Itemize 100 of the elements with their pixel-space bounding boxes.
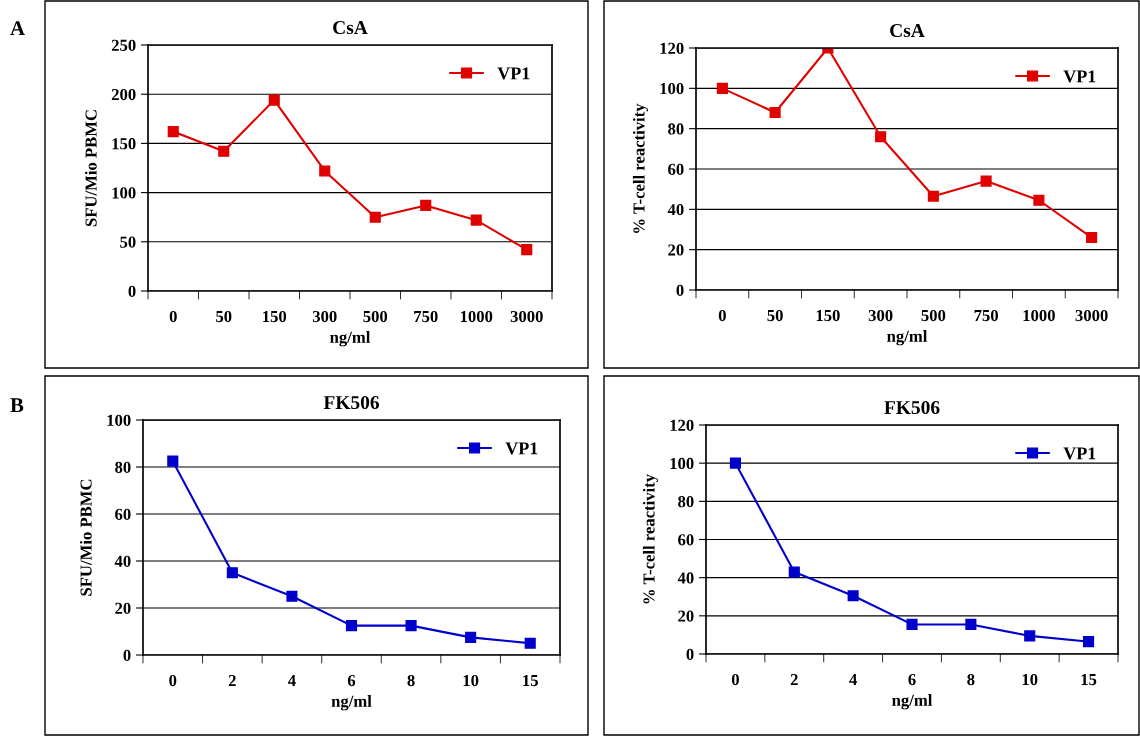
point	[965, 618, 977, 630]
point	[1033, 194, 1045, 206]
text: A	[10, 21, 25, 35]
x-tick-label: 150	[263, 310, 287, 323]
x-tick-label: 4	[287, 675, 296, 687]
point	[1083, 636, 1095, 648]
point	[1086, 232, 1098, 244]
x-tick-label: 8	[407, 674, 415, 687]
y-tick-label: 0	[686, 648, 694, 660]
x-tick-label: 8	[967, 673, 975, 686]
x-tick-label: 0	[169, 310, 177, 323]
x-tick-label: 750	[974, 309, 998, 322]
y-tick-label: 20	[115, 602, 131, 614]
x-tick-label: 3000	[510, 310, 543, 323]
x-tick-label: 50	[767, 309, 783, 322]
point	[524, 637, 536, 649]
point	[268, 94, 280, 106]
x-tick-label: 0	[169, 674, 177, 687]
x-tick-label: 300	[312, 310, 337, 323]
y-tick-label: 100	[107, 414, 131, 426]
x-axis-title: ng/ml	[331, 695, 372, 711]
x-tick-label: 0	[718, 309, 726, 322]
x-tick-label: 15	[1081, 674, 1097, 686]
legend-label: VP1	[1063, 70, 1096, 83]
y-tick-label: 120	[660, 42, 684, 54]
point	[521, 244, 533, 256]
y-tick-label: 0	[128, 285, 136, 297]
point	[167, 126, 179, 138]
legend-label: VP1	[505, 442, 538, 455]
y-tick-label: 120	[670, 419, 694, 431]
y-tick-label: 40	[667, 204, 684, 216]
x-axis-title: ng/ml	[330, 331, 371, 347]
point	[980, 175, 992, 187]
x-tick-label: 3000	[1075, 309, 1108, 322]
x-tick-label: 6	[347, 674, 356, 687]
chart-title: CsA	[333, 21, 368, 35]
point	[470, 214, 482, 226]
point	[218, 145, 230, 157]
y-tick-label: 100	[660, 83, 684, 95]
x-tick-label: 2	[790, 673, 798, 686]
point	[465, 631, 477, 643]
x-tick-label: 150	[816, 309, 840, 322]
y-tick-label: 100	[112, 187, 136, 199]
point	[345, 620, 358, 632]
legend-label: VP1	[1063, 447, 1096, 460]
point	[927, 190, 939, 202]
chart-title: FK506	[323, 395, 380, 410]
y-tick-label: 40	[677, 572, 694, 584]
y-tick-label: 80	[115, 461, 131, 473]
x-tick-label: 6	[908, 673, 916, 686]
x-tick-label: 1000	[1023, 309, 1055, 322]
point	[906, 618, 918, 630]
chart-title: CsA	[890, 24, 925, 38]
x-tick-label: 1000	[460, 310, 493, 323]
point	[1024, 630, 1036, 642]
point	[226, 567, 238, 579]
point	[769, 106, 781, 119]
point	[788, 566, 800, 578]
point	[420, 199, 432, 211]
y-tick-label: 200	[111, 88, 136, 101]
y-tick-label: 50	[120, 236, 136, 248]
y-tick-label: 150	[112, 138, 136, 150]
x-tick-label: 500	[921, 309, 946, 322]
y-tick-label: 60	[678, 534, 694, 546]
point	[729, 457, 741, 469]
y-tick-label: 250	[111, 39, 136, 51]
x-axis-title: ng/ml	[887, 330, 928, 346]
y-axis-title: % T-cell reactivity	[642, 474, 659, 604]
x-tick-label: 15	[523, 675, 538, 687]
x-tick-label: 50	[216, 310, 232, 323]
y-tick-label: 40	[114, 555, 131, 567]
chart-title: FK506	[884, 400, 940, 415]
y-tick-label: 0	[676, 284, 684, 296]
y-tick-label: 80	[678, 496, 694, 508]
point	[875, 131, 887, 143]
x-tick-label: 500	[363, 310, 388, 323]
y-tick-label: 60	[668, 163, 684, 175]
y-tick-label: 0	[123, 649, 131, 661]
point	[319, 165, 331, 177]
x-tick-label: 300	[868, 309, 893, 322]
point	[405, 620, 417, 632]
x-tick-label: 4	[849, 674, 857, 686]
y-tick-label: 20	[668, 244, 684, 256]
y-axis-title: SFU/Mio PBMC	[79, 479, 92, 596]
x-axis-title: ng/ml	[892, 694, 933, 710]
point	[847, 590, 859, 602]
y-tick-label: 80	[668, 123, 684, 135]
point	[716, 82, 728, 94]
text: B	[10, 398, 24, 413]
point	[167, 455, 179, 467]
x-tick-label: 750	[414, 310, 438, 323]
x-tick-label: 10	[463, 674, 479, 687]
legend-label: VP1	[497, 67, 530, 80]
y-axis-title: % T-cell reactivity	[632, 103, 649, 233]
y-tick-label: 20	[678, 610, 694, 622]
y-tick-label: 60	[115, 508, 131, 520]
point	[369, 211, 381, 223]
x-tick-label: 2	[228, 674, 236, 687]
x-tick-label: 10	[1022, 673, 1038, 686]
y-axis-title: SFU/Mio PBMC	[84, 110, 97, 227]
